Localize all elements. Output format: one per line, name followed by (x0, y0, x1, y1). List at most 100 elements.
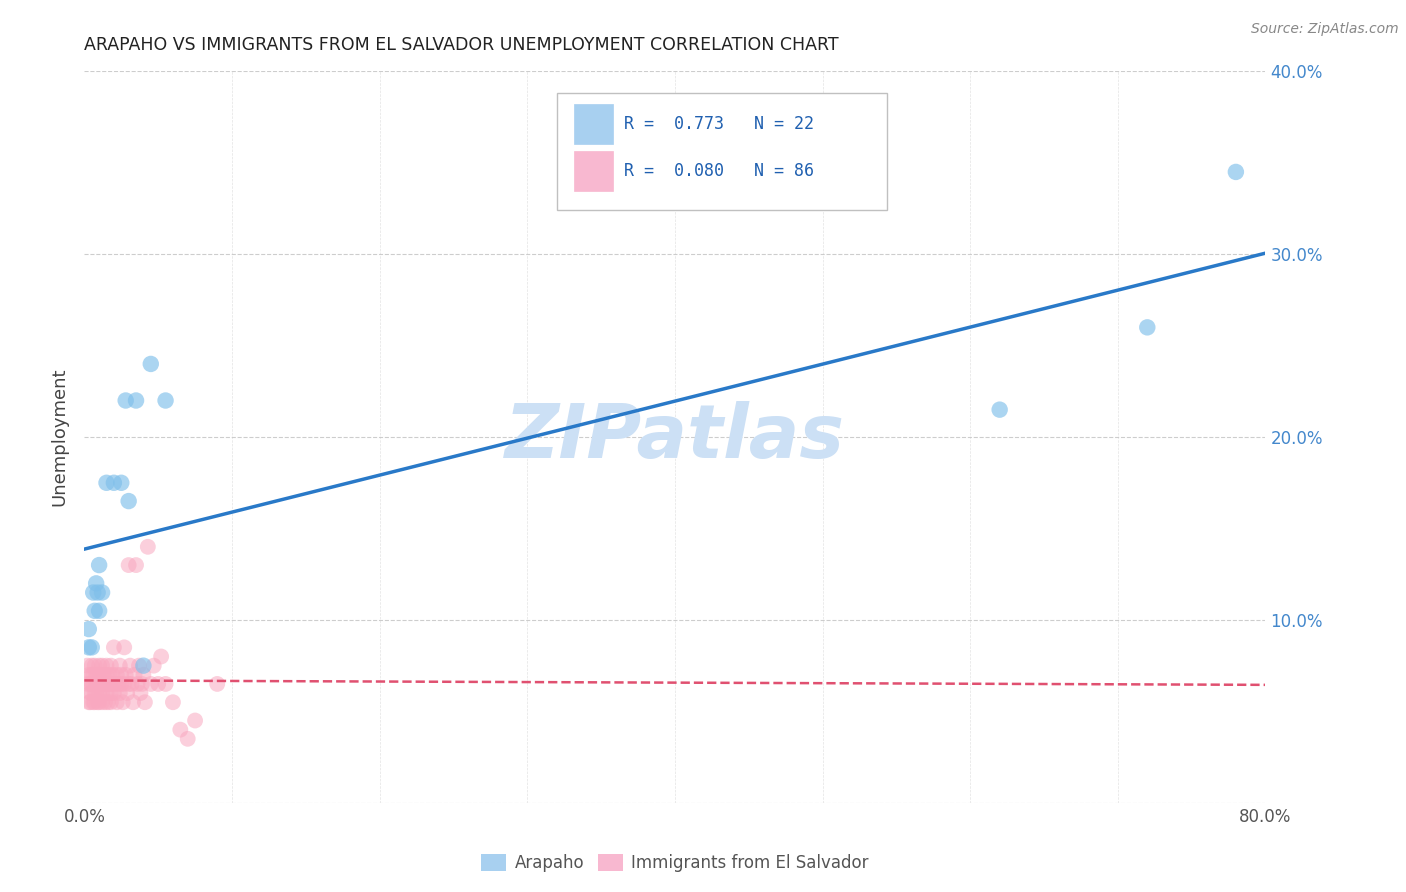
Point (132, 658, 155, 673)
Point (148, 677, 170, 691)
Point (103, 475, 125, 490)
Point (155, 393, 177, 408)
Point (136, 540, 159, 554)
Point (77, 695, 100, 709)
Point (93, 667, 115, 681)
Point (125, 393, 148, 408)
Point (162, 695, 184, 709)
Point (101, 667, 124, 681)
Point (96, 686, 118, 700)
Point (82, 695, 104, 709)
Point (184, 714, 207, 728)
Point (83, 658, 105, 673)
Point (96, 667, 118, 681)
Point (108, 658, 131, 673)
Point (107, 677, 129, 691)
Point (134, 695, 156, 709)
Point (132, 667, 155, 681)
Point (83, 695, 105, 709)
Text: ARAPAHO VS IMMIGRANTS FROM EL SALVADOR UNEMPLOYMENT CORRELATION CHART: ARAPAHO VS IMMIGRANTS FROM EL SALVADOR U… (84, 36, 839, 54)
Point (79, 677, 101, 691)
Point (91, 658, 114, 673)
Point (86, 667, 108, 681)
Point (111, 695, 134, 709)
Point (101, 677, 124, 691)
Point (129, 686, 152, 700)
Point (77, 640, 100, 655)
Point (80, 667, 103, 681)
Point (114, 667, 136, 681)
Point (98, 667, 121, 681)
Point (84, 686, 107, 700)
Point (98, 677, 121, 691)
Point (169, 723, 191, 737)
Point (100, 686, 122, 700)
Point (131, 677, 153, 691)
Point (139, 357, 162, 371)
Point (80, 658, 103, 673)
Point (125, 558, 148, 573)
Point (94, 695, 117, 709)
Y-axis label: Unemployment: Unemployment (51, 368, 69, 507)
Point (82, 667, 104, 681)
Point (80, 677, 103, 691)
Point (76, 677, 98, 691)
Point (105, 695, 128, 709)
Point (108, 686, 131, 700)
Point (89, 658, 111, 673)
Point (150, 649, 173, 664)
Point (115, 686, 138, 700)
Point (77, 622, 100, 636)
Point (118, 494, 141, 508)
Point (100, 695, 122, 709)
Point (112, 640, 135, 655)
Point (127, 677, 149, 691)
Point (93, 677, 115, 691)
Point (100, 658, 122, 673)
Point (114, 393, 136, 408)
Point (121, 677, 143, 691)
Point (91, 585, 114, 599)
Point (94, 677, 117, 691)
Point (84, 667, 107, 681)
Point (177, 731, 200, 746)
Point (89, 686, 111, 700)
Point (112, 677, 135, 691)
Text: ZIPatlas: ZIPatlas (505, 401, 845, 474)
Point (110, 475, 132, 490)
Point (86, 695, 108, 709)
Point (83, 604, 105, 618)
Point (82, 677, 104, 691)
Point (1225, 165, 1247, 179)
Point (82, 585, 104, 599)
Point (103, 640, 125, 655)
Point (988, 402, 1011, 417)
Point (86, 677, 108, 691)
Point (155, 677, 177, 691)
Legend: Arapaho, Immigrants from El Salvador: Arapaho, Immigrants from El Salvador (475, 847, 875, 879)
Point (97, 677, 120, 691)
Point (86, 585, 108, 599)
Point (91, 695, 114, 709)
Text: R =  0.773   N = 22: R = 0.773 N = 22 (624, 115, 814, 133)
Point (110, 667, 132, 681)
Point (124, 667, 146, 681)
Point (205, 677, 228, 691)
Point (96, 475, 118, 490)
Point (142, 658, 165, 673)
Point (103, 686, 125, 700)
Point (89, 604, 111, 618)
Point (1136, 320, 1159, 334)
Point (84, 677, 107, 691)
Point (122, 695, 145, 709)
Point (118, 677, 141, 691)
Point (76, 658, 98, 673)
Point (91, 686, 114, 700)
Point (96, 658, 118, 673)
Point (105, 667, 128, 681)
Point (90, 667, 112, 681)
Point (89, 558, 111, 573)
Point (128, 658, 150, 673)
Point (110, 677, 132, 691)
Text: R =  0.080   N = 86: R = 0.080 N = 86 (624, 162, 814, 180)
